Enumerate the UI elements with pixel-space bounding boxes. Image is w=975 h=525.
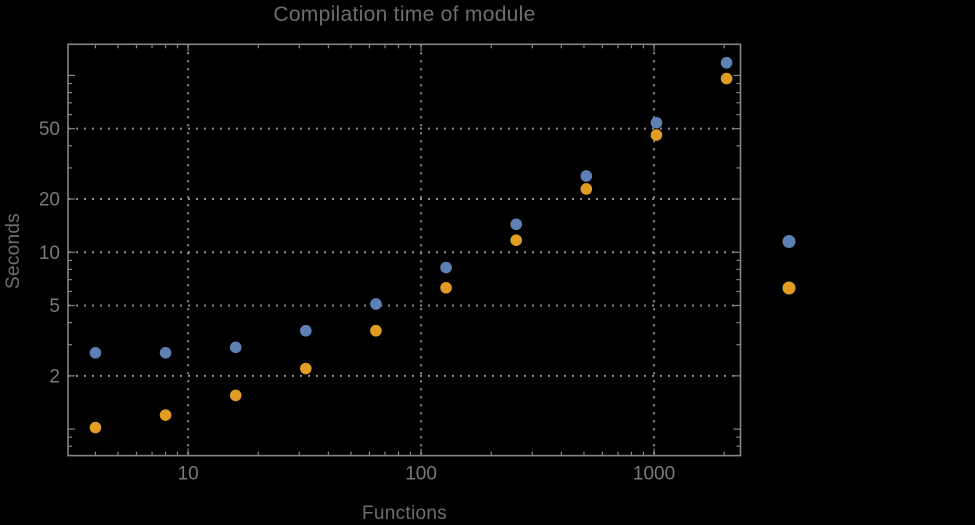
y-tick-label: 2 [49,366,60,387]
legend-marker-series-2 [782,281,796,295]
data-point-series-2-orange [440,281,452,294]
chart-title: Compilation time of module [273,3,536,26]
data-point-series-1-blue [229,341,242,354]
data-point-series-1-blue [510,218,523,231]
data-point-series-1-blue [720,56,733,69]
x-tick-label: 10 [178,464,199,485]
data-point-series-2-orange [89,421,102,434]
legend-marker-series-1 [782,235,796,248]
x-axis-label: Functions [361,503,448,524]
plot-frame [67,43,742,457]
data-point-series-2-orange [580,183,593,195]
y-tick-label: 5 [49,296,60,317]
x-tick-label: 1000 [633,464,675,485]
data-point-series-2-orange [300,362,312,375]
data-point-series-1-blue [300,324,312,337]
data-point-series-2-orange [229,389,242,402]
data-point-series-1-blue [580,170,593,182]
y-tick-label: 20 [39,190,60,211]
data-point-series-2-orange [159,409,172,421]
data-point-series-2-orange [720,72,733,85]
data-point-series-1-blue [650,116,663,129]
y-tick-label: 10 [39,243,60,264]
data-point-series-1-blue [89,347,102,359]
data-point-series-1-blue [370,298,382,310]
data-point-series-1-blue [440,261,452,274]
data-point-series-2-orange [650,129,663,141]
y-tick-label: 50 [39,119,60,140]
data-point-series-1-blue [159,347,172,359]
data-point-series-2-orange [370,324,382,337]
data-point-series-2-orange [510,234,523,247]
x-tick-label: 100 [405,464,437,485]
